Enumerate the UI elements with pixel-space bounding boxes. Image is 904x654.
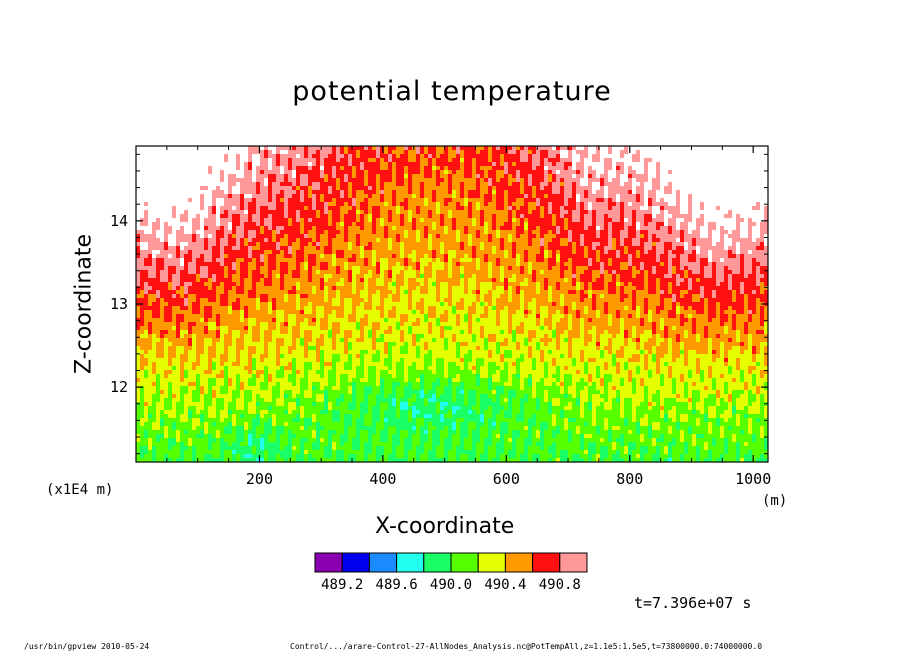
- x-axis-title: X-coordinate: [375, 514, 515, 539]
- colorbar-label-3: 490.4: [484, 577, 526, 593]
- colorbar-swatch-0: [314, 552, 343, 573]
- colorbar-swatch-4: [423, 552, 452, 573]
- footer-right: Control/.../arare-Control-27-AllNodes_An…: [290, 642, 763, 651]
- colorbar-swatch-1: [341, 552, 370, 573]
- colorbar-label-2: 490.0: [430, 577, 472, 593]
- time-label: t=7.396e+07 s: [634, 594, 752, 612]
- colorbar-label-1: 489.6: [376, 577, 418, 593]
- y-tick-label-14: 14: [110, 212, 128, 230]
- x-unit-label: (m): [762, 493, 788, 509]
- colorbar-swatch-6: [477, 552, 506, 573]
- y-axis-title: Z-coordinate: [71, 234, 97, 374]
- x-tick-label-200: 200: [246, 470, 273, 488]
- colorbar-swatch-9: [559, 552, 588, 573]
- colorbar-label-4: 490.8: [539, 577, 581, 593]
- y-tick-label-12: 12: [110, 378, 128, 396]
- colorbar-swatch-2: [368, 552, 398, 573]
- footer-left: /usr/bin/gpview 2010-05-24: [24, 642, 150, 651]
- x-tick-label-600: 600: [493, 470, 520, 488]
- chart-title: potential temperature: [292, 76, 612, 107]
- y-tick-label-13: 13: [110, 295, 128, 313]
- colorbar-swatch-8: [532, 552, 561, 573]
- x-scale-note: (x1E4 m): [46, 482, 114, 498]
- colorbar-swatch-5: [450, 552, 479, 573]
- x-tick-label-800: 800: [616, 470, 643, 488]
- x-tick-label-1000: 1000: [735, 470, 771, 488]
- colorbar-swatch-3: [396, 552, 425, 573]
- colorbar-label-0: 489.2: [321, 577, 363, 593]
- x-tick-label-400: 400: [369, 470, 396, 488]
- colorbar-swatch-7: [504, 552, 534, 573]
